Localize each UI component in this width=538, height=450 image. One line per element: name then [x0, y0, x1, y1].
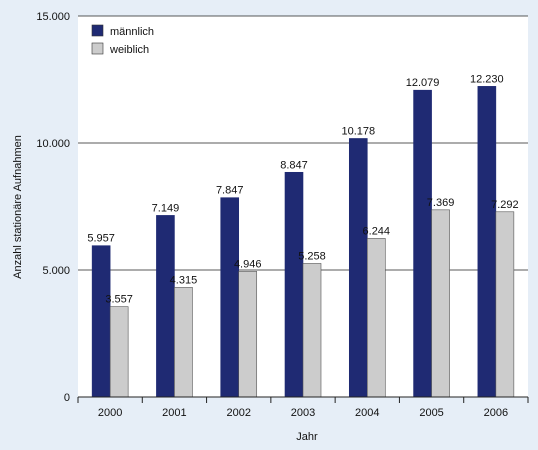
data-label: 12.079 — [406, 77, 440, 89]
data-label: 7.149 — [152, 202, 180, 214]
data-label: 5.258 — [298, 250, 326, 262]
bar-weiblich — [174, 287, 193, 398]
x-tick-labels: 2000 2001 2002 2003 2004 2005 2006 — [98, 407, 508, 419]
data-label: 10.178 — [341, 125, 375, 137]
bar-maennlich — [284, 171, 304, 398]
y-tick-label: 5.000 — [42, 265, 70, 277]
x-tick-label: 2001 — [162, 407, 186, 419]
y-axis-title: Anzahl stationäre Aufnahmen — [12, 135, 24, 279]
bar-maennlich — [220, 197, 240, 398]
bar-maennlich — [156, 215, 175, 398]
y-tick-labels: 0 5.000 10.000 15.000 — [36, 11, 70, 404]
legend-label-weiblich: weiblich — [109, 44, 149, 56]
bar-weiblich — [366, 238, 386, 398]
data-label: 7.369 — [427, 197, 455, 209]
x-tick-label: 2002 — [226, 407, 250, 419]
x-tick-label: 2003 — [291, 407, 315, 419]
bar-weiblich — [302, 263, 322, 398]
x-tick-label: 2004 — [355, 407, 379, 419]
data-labels: 5.957 7.149 7.847 8.847 10.178 12.079 12.230 3.… — [87, 73, 518, 305]
bar-weiblich — [495, 211, 515, 398]
bar-maennlich — [413, 89, 432, 398]
x-tick-label: 2000 — [98, 407, 122, 419]
x-axis-title: Jahr — [296, 431, 318, 443]
data-label: 7.292 — [491, 199, 519, 211]
data-label: 12.230 — [470, 73, 504, 85]
legend-swatch-weiblich — [91, 42, 104, 55]
data-label: 4.315 — [170, 274, 198, 286]
bar-weiblich — [238, 271, 258, 398]
y-tick-label: 15.000 — [36, 11, 70, 23]
y-tick-label: 0 — [64, 392, 70, 404]
bar-maennlich — [477, 86, 497, 398]
data-label: 5.957 — [87, 233, 115, 245]
bars — [91, 86, 515, 398]
legend: männlich weiblich — [91, 24, 154, 56]
x-axis — [77, 396, 529, 403]
y-tick-label: 10.000 — [36, 138, 70, 150]
data-label: 3.557 — [105, 294, 133, 306]
data-label: 8.847 — [280, 159, 308, 171]
legend-swatch-maennlich — [91, 24, 104, 37]
x-tick-label: 2006 — [484, 407, 508, 419]
bar-maennlich — [348, 138, 368, 398]
bar-weiblich — [109, 306, 129, 398]
x-tick-label: 2005 — [419, 407, 443, 419]
legend-label-maennlich: männlich — [110, 26, 154, 38]
bar-maennlich — [91, 245, 111, 398]
bar-weiblich — [431, 209, 450, 398]
data-label: 7.847 — [216, 185, 244, 197]
data-label: 4.946 — [234, 258, 262, 270]
data-label: 6.244 — [363, 225, 391, 237]
